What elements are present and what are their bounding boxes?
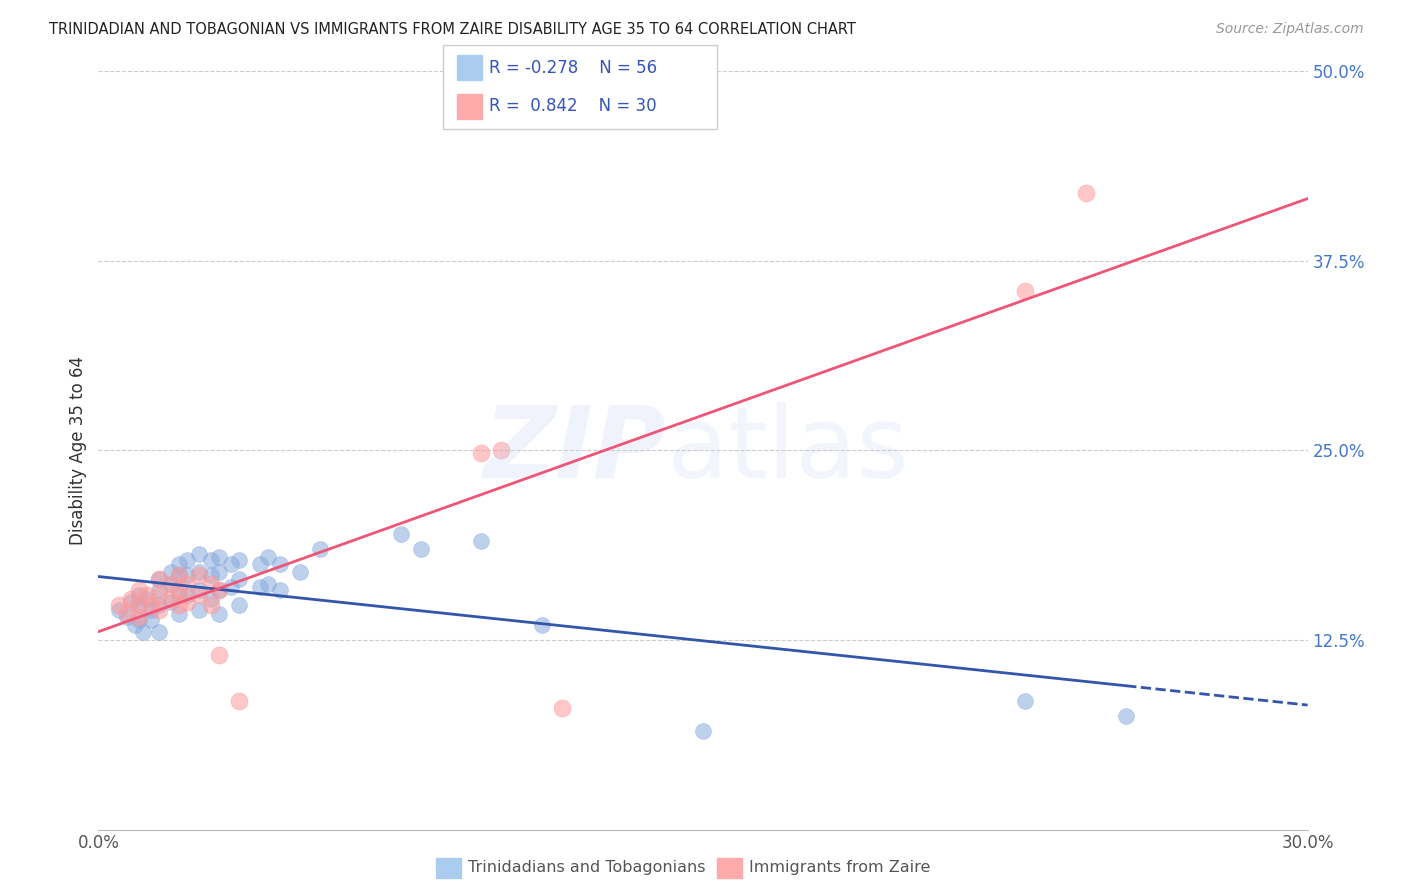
Point bbox=[256, 577, 278, 591]
Point bbox=[470, 534, 492, 549]
Point bbox=[1115, 708, 1137, 723]
Point bbox=[692, 724, 714, 739]
Point bbox=[128, 610, 150, 624]
Point bbox=[208, 582, 231, 597]
Point bbox=[188, 567, 211, 582]
Point bbox=[200, 577, 222, 591]
Point bbox=[470, 446, 492, 460]
Point bbox=[228, 573, 250, 587]
Text: Immigrants from Zaire: Immigrants from Zaire bbox=[749, 861, 931, 875]
Point bbox=[148, 598, 170, 612]
Point bbox=[1014, 694, 1036, 708]
Point bbox=[176, 595, 198, 609]
Point bbox=[208, 582, 231, 597]
Point bbox=[120, 592, 142, 607]
Point bbox=[160, 577, 183, 591]
Point bbox=[176, 577, 198, 591]
Point bbox=[188, 588, 211, 602]
Text: R =  0.842    N = 30: R = 0.842 N = 30 bbox=[489, 97, 657, 115]
Point bbox=[200, 552, 222, 566]
Point bbox=[1014, 285, 1036, 299]
Point bbox=[148, 582, 170, 597]
Point bbox=[309, 542, 332, 557]
Point bbox=[160, 565, 183, 579]
Point bbox=[128, 588, 150, 602]
Point bbox=[167, 598, 190, 612]
Point bbox=[115, 606, 138, 620]
Point bbox=[124, 617, 146, 632]
Text: Source: ZipAtlas.com: Source: ZipAtlas.com bbox=[1216, 22, 1364, 37]
Point bbox=[200, 567, 222, 582]
Point bbox=[176, 552, 198, 566]
Point bbox=[148, 573, 170, 587]
Point bbox=[188, 547, 211, 561]
Point bbox=[389, 526, 412, 541]
Text: TRINIDADIAN AND TOBAGONIAN VS IMMIGRANTS FROM ZAIRE DISABILITY AGE 35 TO 64 CORR: TRINIDADIAN AND TOBAGONIAN VS IMMIGRANTS… bbox=[49, 22, 856, 37]
Point bbox=[409, 542, 432, 557]
Point bbox=[167, 557, 190, 572]
Point bbox=[221, 580, 243, 594]
Y-axis label: Disability Age 35 to 64: Disability Age 35 to 64 bbox=[69, 356, 87, 545]
Point bbox=[148, 603, 170, 617]
Point bbox=[551, 701, 574, 715]
Point bbox=[160, 592, 183, 607]
Point bbox=[160, 595, 183, 609]
Point bbox=[107, 603, 129, 617]
Point bbox=[132, 625, 155, 640]
Point bbox=[167, 567, 190, 582]
Point bbox=[139, 603, 162, 617]
Point bbox=[139, 613, 162, 627]
Point bbox=[148, 625, 170, 640]
Point bbox=[188, 565, 211, 579]
Point bbox=[249, 580, 271, 594]
Point bbox=[148, 588, 170, 602]
Point bbox=[208, 549, 231, 564]
Point bbox=[200, 598, 222, 612]
Text: Trinidadians and Tobagonians: Trinidadians and Tobagonians bbox=[468, 861, 706, 875]
Point bbox=[249, 557, 271, 572]
Point bbox=[256, 549, 278, 564]
Point bbox=[269, 582, 291, 597]
Point bbox=[208, 648, 231, 662]
Point bbox=[135, 592, 157, 607]
Point bbox=[160, 577, 183, 591]
Text: atlas: atlas bbox=[666, 402, 908, 499]
Point bbox=[208, 607, 231, 622]
Point bbox=[530, 617, 553, 632]
Point bbox=[188, 582, 211, 597]
Point bbox=[167, 588, 190, 602]
Point bbox=[491, 443, 513, 458]
Point bbox=[148, 573, 170, 587]
Point bbox=[135, 588, 157, 602]
Point bbox=[120, 595, 142, 609]
Point bbox=[228, 598, 250, 612]
Point bbox=[128, 598, 150, 612]
Point bbox=[188, 603, 211, 617]
Point bbox=[128, 582, 150, 597]
Text: ZIP: ZIP bbox=[484, 402, 666, 499]
Point bbox=[288, 565, 311, 579]
Point bbox=[1074, 186, 1097, 200]
Point bbox=[228, 552, 250, 566]
Text: R = -0.278    N = 56: R = -0.278 N = 56 bbox=[489, 59, 658, 77]
Point bbox=[128, 613, 150, 627]
Point bbox=[176, 588, 198, 602]
Point bbox=[107, 598, 129, 612]
Point bbox=[269, 557, 291, 572]
Point bbox=[208, 565, 231, 579]
Point bbox=[167, 567, 190, 582]
Point bbox=[115, 610, 138, 624]
Point bbox=[167, 607, 190, 622]
Point bbox=[200, 592, 222, 607]
Point bbox=[128, 598, 150, 612]
Point bbox=[139, 598, 162, 612]
Point bbox=[167, 582, 190, 597]
Point bbox=[176, 567, 198, 582]
Point bbox=[228, 694, 250, 708]
Point bbox=[221, 557, 243, 572]
